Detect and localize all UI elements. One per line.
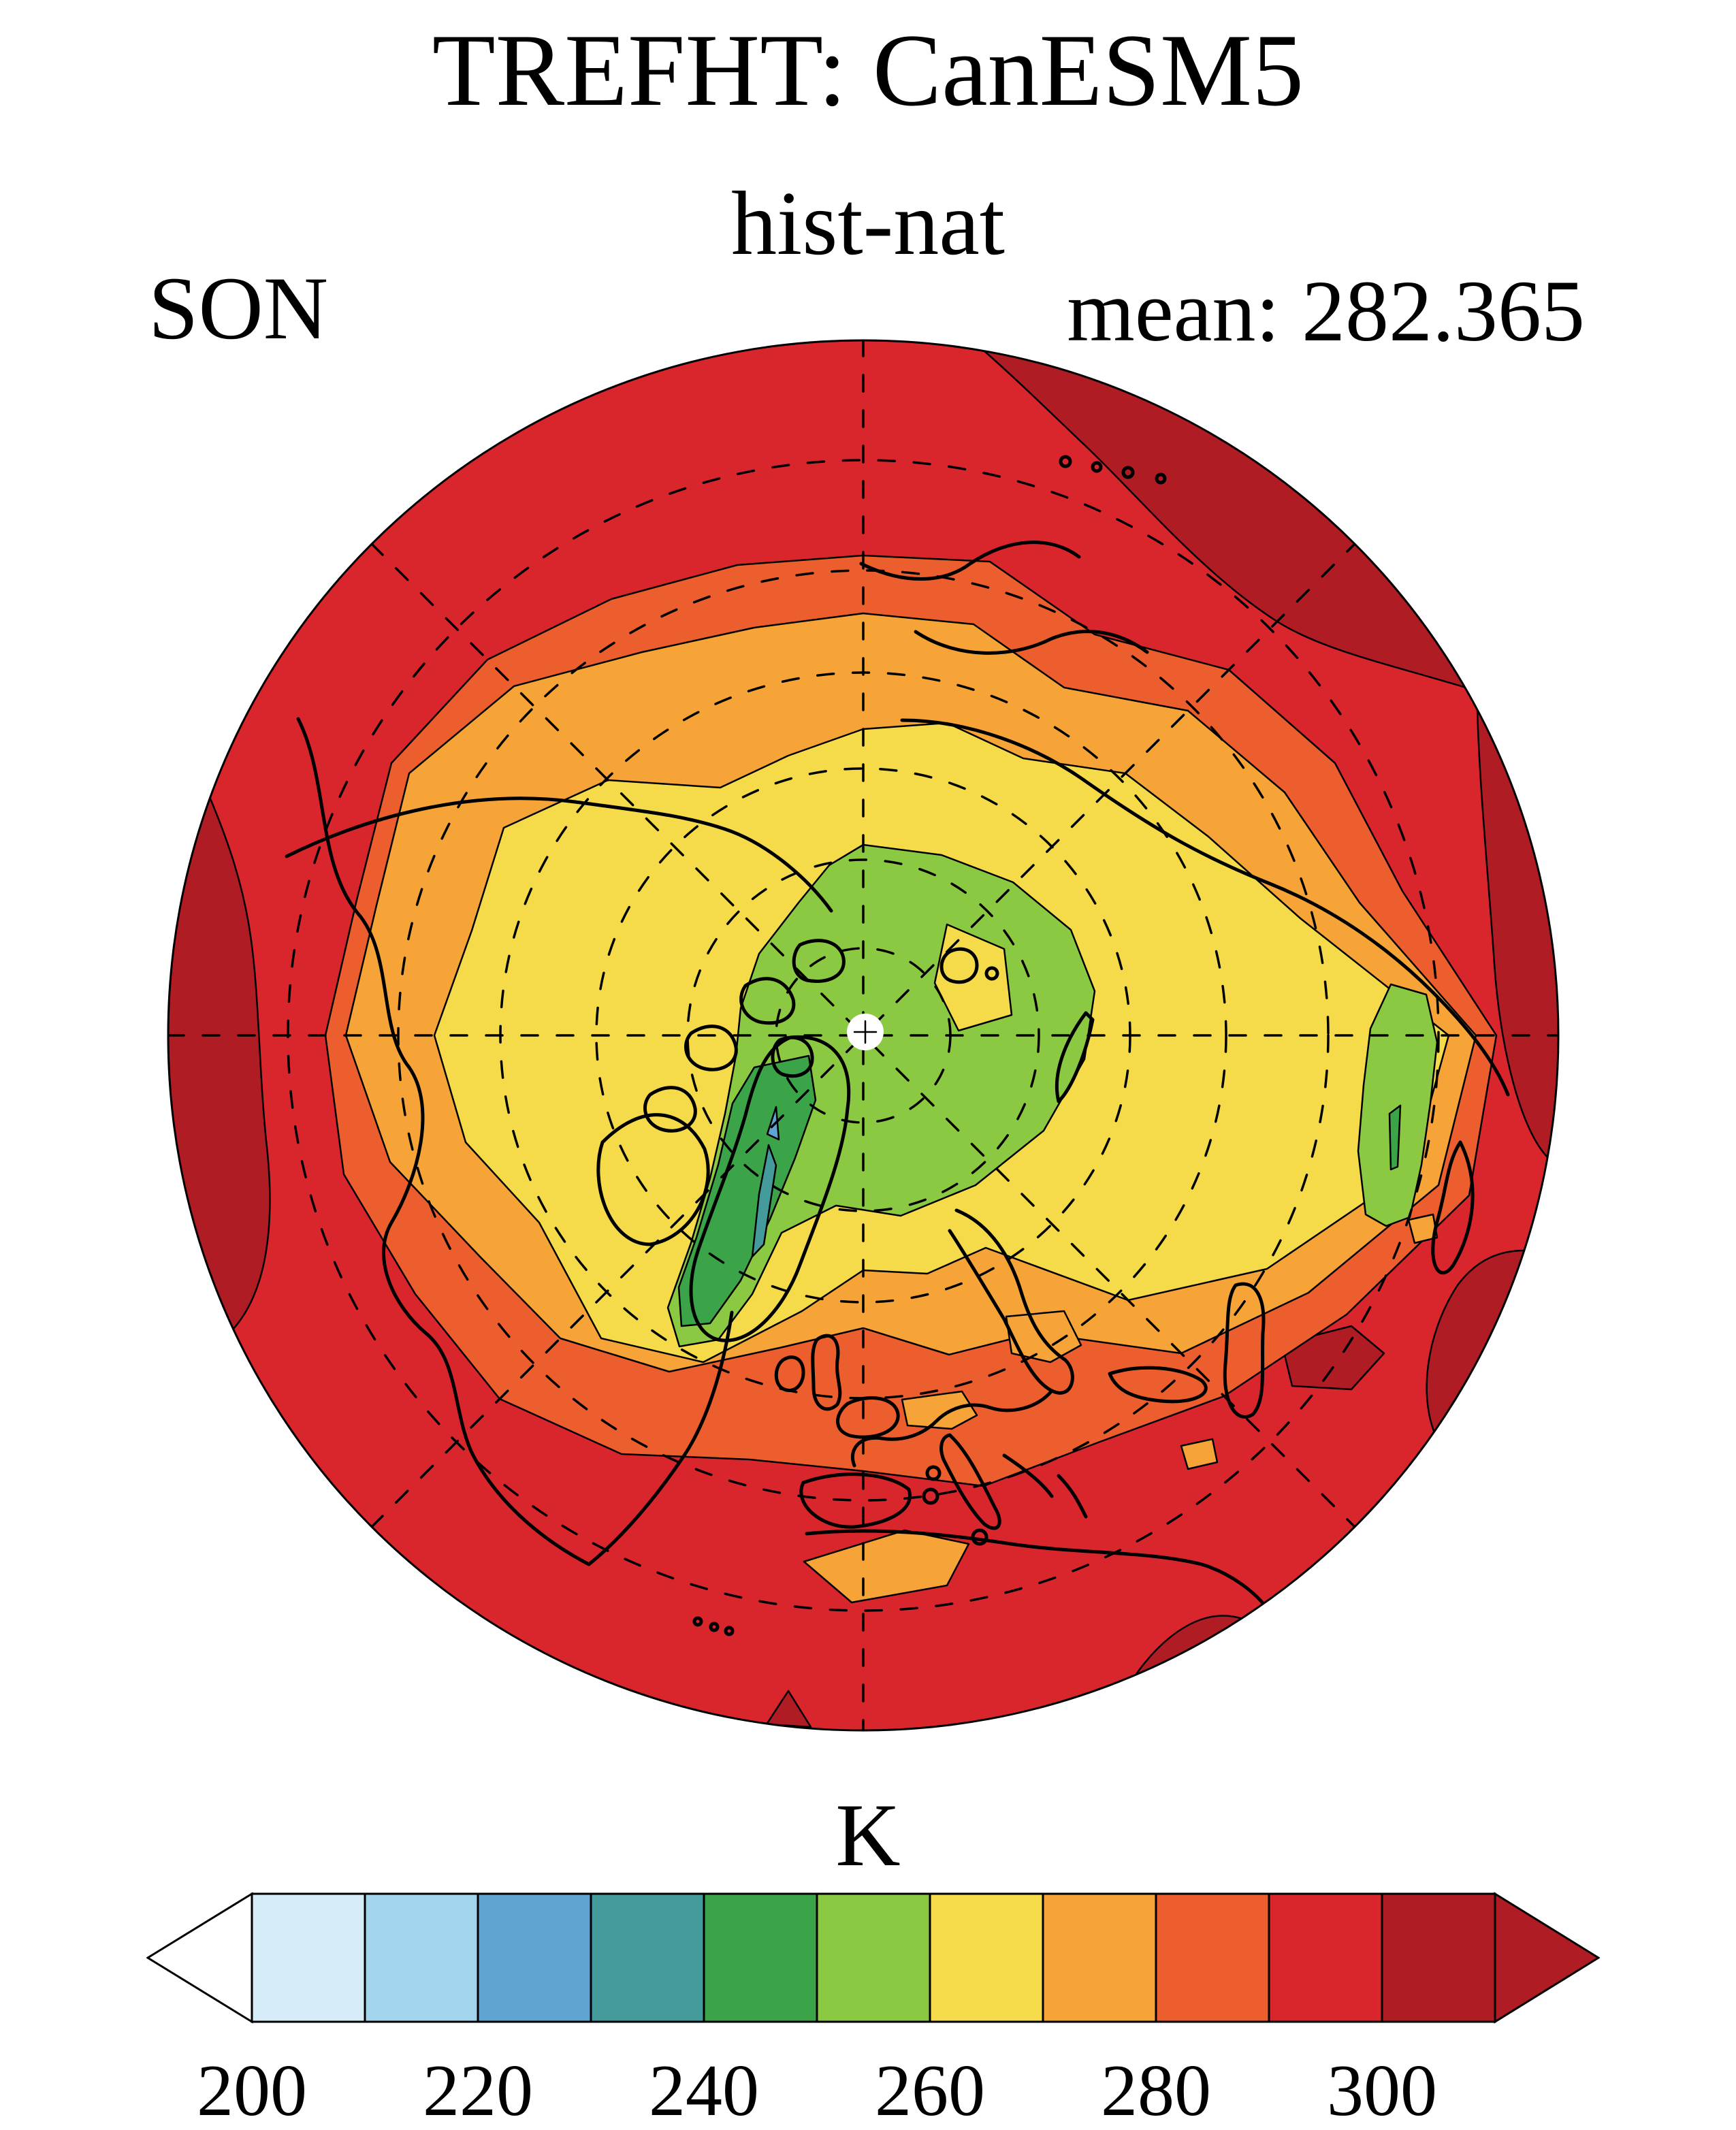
colorbar-cell-280-290 (1155, 1892, 1270, 2023)
coastline-north-africa (805, 1529, 1272, 1614)
coastline-arctic-island-1 (739, 977, 796, 1025)
coastline-aleutian-1 (1059, 455, 1072, 468)
band-300-310-group (168, 349, 1558, 1728)
coastline-iberia (799, 1472, 912, 1529)
colorbar-cell-200-210 (251, 1892, 366, 2023)
coastline-aleutian-2 (1091, 461, 1103, 473)
mean-value-label: mean: 282.365 (1067, 263, 1585, 359)
colorbar-cell-250-260 (816, 1892, 931, 2023)
coastline-siberia (900, 718, 1510, 1097)
band-240-250-siberia-sliver (1388, 1104, 1402, 1171)
colorbar-tick-240: 240 (649, 2050, 759, 2130)
colorbar-cell-290-300 (1268, 1892, 1383, 2023)
polar-map (167, 339, 1560, 1732)
coastline-arctic-island-5 (643, 1086, 697, 1133)
coastline-alaska-bering (914, 630, 1149, 655)
coastline-canary-2 (709, 1621, 720, 1632)
colorbar-tick-200: 200 (197, 2050, 307, 2130)
coastline-north-america-arctic (285, 796, 833, 913)
band-220-230-sliver (766, 1106, 780, 1141)
colorbar-cell-220-230 (477, 1892, 592, 2023)
colorbar-cell-210-220 (364, 1892, 479, 2023)
graticule-group (168, 340, 1558, 1730)
coastline-arctic-island-2 (792, 939, 846, 983)
coastline-caspian-sea (1223, 1282, 1266, 1419)
pole-marker-cross (853, 1020, 878, 1044)
band-240-250-greenland (677, 1054, 817, 1327)
colorbar-under-arrow (146, 1892, 253, 2024)
pocket-270-280-blacksea (1005, 1310, 1082, 1363)
colorbar-cell-270-280 (1042, 1892, 1157, 2023)
colorbar-tick-260: 260 (875, 2050, 985, 2130)
graticule-circle-40n (397, 569, 1330, 1502)
coastline-adriatic (1002, 1453, 1088, 1519)
coastline-canary-3 (724, 1626, 735, 1636)
coastline-ireland (774, 1355, 805, 1392)
colorbar-cell-240-250 (703, 1892, 818, 2023)
pocket-270-280-small-1 (1180, 1438, 1219, 1470)
colorbar (146, 1892, 1600, 2024)
coastline-aleutian-4 (1155, 472, 1167, 485)
coastline-greenland (689, 1035, 851, 1342)
season-label: SON (148, 258, 329, 358)
map-rim (167, 339, 1560, 1732)
coastline-north-america-east (587, 1310, 734, 1566)
colorbar-unit-label: K (835, 1785, 901, 1885)
pocket-270-280-atlas (803, 1529, 970, 1604)
coastline-corsica (925, 1465, 942, 1481)
colorbar-tick-280: 280 (1101, 2050, 1211, 2130)
coastline-red-sea (1268, 1610, 1313, 1689)
colorbar-cell-230-240 (590, 1892, 705, 2023)
colorbar-cell-260-270 (929, 1892, 1044, 2023)
colorbar-cell-300-310 (1381, 1892, 1496, 2023)
coastline-north-america-west (296, 717, 591, 1566)
coastline-black-sea (1108, 1366, 1208, 1404)
coastline-chukotka (859, 540, 1081, 581)
band-250-260-siberia (1357, 983, 1438, 1227)
coastline-novaya-zemlya (1055, 1011, 1095, 1103)
coastline-italy (939, 1433, 1001, 1530)
colorbar-tick-220: 220 (423, 2050, 533, 2130)
coastline-arctic-island-4 (771, 1035, 814, 1078)
band-300-310-west-rim (168, 796, 271, 1331)
coastline-svalbard (939, 947, 979, 984)
pocket-270-280-alps (901, 1390, 978, 1430)
coastline-great-britain (811, 1334, 842, 1411)
coastline-baltic-europe (850, 1389, 1054, 1468)
colorbar-tick-300: 300 (1327, 2050, 1437, 2130)
coastline-scandinavia (948, 1208, 1074, 1395)
graticule-circle-70n (686, 858, 1040, 1212)
coastline-aleutian-3 (1121, 466, 1135, 479)
coastline-sardinia (922, 1487, 939, 1505)
coastline-arctic-island-3 (684, 1024, 738, 1071)
coastline-kamchatka (1431, 1140, 1475, 1275)
colorbar-over-arrow (1494, 1892, 1600, 2024)
coastline-hudson-bay (596, 1113, 710, 1246)
experiment-subtitle: hist-nat (731, 173, 1005, 274)
pocket-270-280-small-2 (1407, 1213, 1438, 1244)
page-title: TREFHT: CanESM5 (432, 13, 1304, 127)
coastline-svalbard-islet (984, 966, 999, 981)
coastline-canary-1 (692, 1616, 703, 1627)
band-230-240-sliver (751, 1144, 777, 1258)
band-300-310-inland-patch (1281, 1325, 1385, 1391)
coastline-iceland (836, 1396, 900, 1439)
